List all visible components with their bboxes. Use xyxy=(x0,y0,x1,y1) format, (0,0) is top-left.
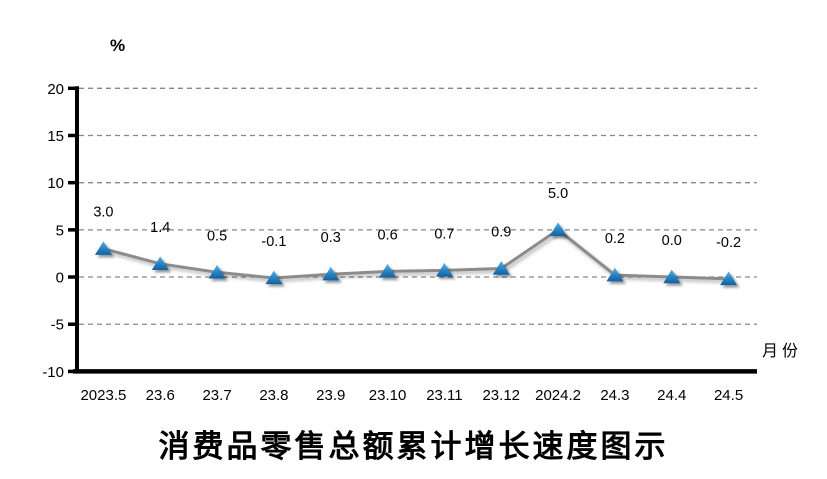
x-axis-title: 月份 xyxy=(762,343,803,360)
data-point-marker xyxy=(151,256,169,271)
y-axis-tick-labels: 20 15 10 5 0 -5 -10 xyxy=(42,81,64,381)
y-axis-tick-label: 10 xyxy=(47,175,64,192)
x-axis-tick-label: 24.5 xyxy=(714,387,743,404)
x-axis-tick-label: 23.12 xyxy=(482,387,520,404)
data-point-marker xyxy=(379,263,397,278)
data-point-marker xyxy=(94,241,112,255)
data-point-label: 0.7 xyxy=(434,226,454,242)
data-point-marker xyxy=(663,269,681,284)
data-point-marker xyxy=(606,267,624,282)
x-axis-tick-label: 2024.2 xyxy=(535,387,581,404)
data-point-label: 0.0 xyxy=(662,233,682,249)
data-point-marker xyxy=(720,271,738,286)
data-point-marker xyxy=(549,222,567,237)
x-axis-tick-label: 24.4 xyxy=(657,387,686,404)
x-axis-tick-label: 23.9 xyxy=(316,387,345,404)
axes xyxy=(68,86,757,374)
data-point-label: 0.3 xyxy=(321,230,341,246)
y-axis-tick-label: 5 xyxy=(56,222,64,239)
data-point-marker xyxy=(492,261,510,275)
y-axis-tick-label: -5 xyxy=(51,317,64,334)
x-axis-tick-label: 23.8 xyxy=(259,387,288,404)
y-axis-unit-label: % xyxy=(110,36,126,55)
data-point-label: 5.0 xyxy=(548,186,568,202)
data-point-label: 0.2 xyxy=(605,231,625,247)
x-axis-tick-label: 2023.5 xyxy=(80,387,126,404)
data-labels: 3.0 1.4 0.5 -0.1 0.3 0.6 0.7 0.9 5.0 0.2 0.0 -0.2 xyxy=(93,186,741,251)
y-axis-tick-label: 15 xyxy=(47,128,64,145)
y-axis-tick-label: 20 xyxy=(47,81,64,98)
series-line xyxy=(103,228,729,281)
y-axis-tick-label: 0 xyxy=(56,270,64,287)
data-point-label: 3.0 xyxy=(93,205,113,221)
data-point-marker xyxy=(265,270,283,285)
x-axis-tick-label: 23.10 xyxy=(369,387,407,404)
x-axis-tick-labels: 2023.5 23.6 23.7 23.8 23.9 23.10 23.11 23.12 202… xyxy=(80,387,743,404)
data-point-marker xyxy=(435,262,453,277)
chart-title: 消费品零售总额累计增长速度图示 xyxy=(158,429,669,464)
data-series xyxy=(94,222,738,286)
y-axis-tick-label: -10 xyxy=(42,364,64,381)
x-axis-tick-label: 23.6 xyxy=(146,387,175,404)
data-point-label: -0.1 xyxy=(261,234,286,250)
data-point-label: 0.6 xyxy=(377,227,397,243)
data-point-marker xyxy=(208,264,226,279)
data-point-label: -0.2 xyxy=(716,235,741,251)
x-axis-tick-label: 23.7 xyxy=(202,387,231,404)
data-point-label: 1.4 xyxy=(150,220,170,236)
data-point-label: 0.5 xyxy=(207,228,227,244)
data-point-label: 0.9 xyxy=(491,225,511,241)
x-axis-tick-label: 24.3 xyxy=(600,387,629,404)
data-point-marker xyxy=(322,266,340,281)
gridlines xyxy=(79,87,757,325)
x-axis-tick-label: 23.11 xyxy=(426,387,462,404)
